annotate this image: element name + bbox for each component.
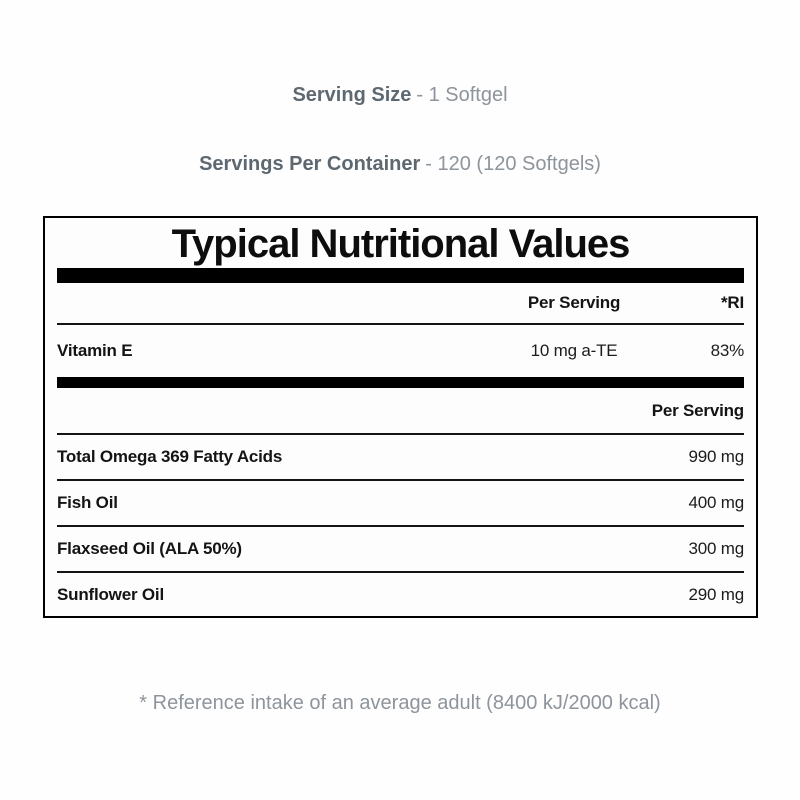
divider-bar-thick [57, 268, 744, 283]
table-row-flaxseed-oil: Flaxseed Oil (ALA 50%) 300 mg [57, 527, 744, 573]
nutrient-name: Vitamin E [57, 341, 133, 360]
divider-bar-mid [57, 377, 744, 388]
serving-size-value: - 1 Softgel [416, 84, 508, 106]
nutrient-name: Flaxseed Oil (ALA 50%) [57, 539, 242, 558]
nutrient-value: 400 mg [688, 493, 744, 512]
table-row-fish-oil: Fish Oil 400 mg [57, 481, 744, 527]
nutrient-value: 990 mg [688, 447, 744, 466]
section1-ri-header: *RI [720, 293, 744, 312]
table-title: Typical Nutritional Values [171, 222, 631, 266]
serving-size-label: Serving Size [292, 84, 412, 106]
nutrition-facts-table: Typical Nutritional Values Per Serving *… [43, 216, 758, 618]
servings-per-container-value: - 120 (120 Softgels) [425, 153, 601, 175]
nutrient-name: Total Omega 369 Fatty Acids [57, 447, 283, 466]
servings-per-container-label: Servings Per Container [199, 153, 421, 175]
section1-header-row: Per Serving *RI [57, 283, 744, 325]
table-row-sunflower-oil: Sunflower Oil 290 mg [57, 573, 744, 616]
nutrient-ri: 83% [710, 341, 745, 360]
table-row-total-omega: Total Omega 369 Fatty Acids 990 mg [57, 435, 744, 481]
nutrient-name: Fish Oil [57, 493, 118, 512]
nutrient-value: 290 mg [688, 584, 744, 604]
serving-size-line: Serving Size - 1 Softgel [0, 84, 800, 107]
nutrient-value: 300 mg [688, 539, 744, 558]
nutrient-name: Sunflower Oil [57, 584, 164, 604]
servings-per-container-line: Servings Per Container - 120 (120 Softgel… [0, 153, 800, 176]
table-row-vitamin-e: Vitamin E 10 mg a-TE 83% [57, 325, 744, 377]
nutrient-per-serving: 10 mg a-TE [530, 341, 618, 360]
section2-per-serving-header: Per Serving [57, 388, 744, 435]
section1-per-serving-header: Per Serving [527, 293, 621, 312]
reference-intake-footnote: * Reference intake of an average adult (… [139, 692, 661, 714]
